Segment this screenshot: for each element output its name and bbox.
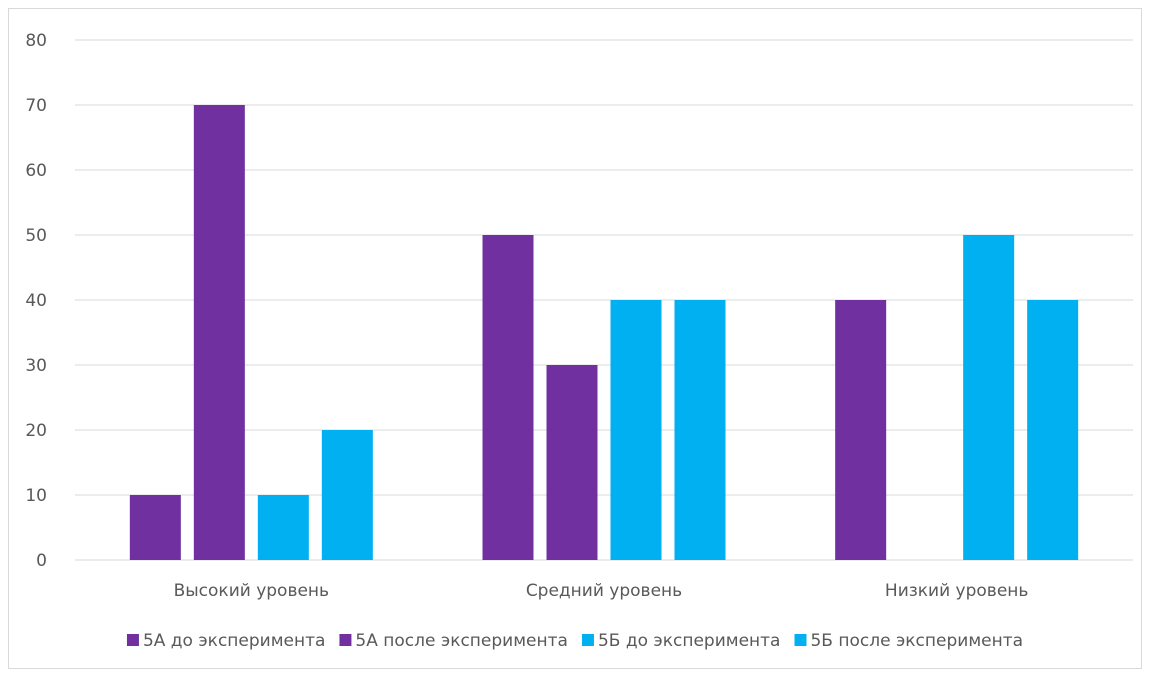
bar-2-category-1 (193, 105, 245, 560)
y-tick-label: 10 (25, 486, 47, 506)
bar-2-category-2 (546, 365, 598, 560)
x-category-label: Низкий уровень (885, 581, 1029, 601)
legend-item: 5А после эксперимента (339, 631, 568, 651)
legend-swatch (581, 634, 594, 646)
legend-item: 5Б после эксперимента (794, 631, 1023, 651)
x-category-label: Средний уровень (526, 581, 682, 601)
x-category-label: Высокий уровень (174, 581, 329, 601)
bars (129, 105, 1079, 560)
bar-1-category-3 (835, 300, 887, 560)
legend-item: 5А до эксперимента (126, 631, 325, 651)
bar-1-category-1 (129, 495, 181, 560)
legend-swatch (339, 634, 352, 646)
legend-swatch (794, 634, 807, 646)
legend: 5А до эксперимента 5А после эксперимента 5… (126, 631, 1023, 651)
y-tick-label: 70 (25, 96, 47, 116)
bar-3-category-3 (963, 235, 1015, 560)
y-tick-label: 20 (25, 421, 47, 441)
bar-4-category-3 (1027, 300, 1079, 560)
legend-label: 5Б до эксперимента (598, 631, 781, 651)
y-axis-tick-labels: 0 10 20 30 40 50 60 70 80 (25, 31, 47, 571)
y-tick-label: 60 (25, 161, 47, 181)
bar-1-category-2 (482, 235, 534, 560)
legend-label: 5А до эксперимента (143, 631, 325, 651)
legend-label: 5А после эксперимента (355, 631, 568, 651)
x-axis-category-labels: Высокий уровень Средний уровень Низкий уро… (174, 581, 1029, 601)
y-tick-label: 0 (36, 551, 47, 571)
legend-label: 5Б после эксперимента (810, 631, 1023, 651)
y-tick-label: 50 (25, 226, 47, 246)
legend-item: 5Б до эксперимента (581, 631, 781, 651)
legend-swatch (126, 634, 139, 646)
y-tick-label: 30 (25, 356, 47, 376)
gridlines (75, 39, 1133, 561)
y-tick-label: 40 (25, 291, 47, 311)
bar-4-category-1 (321, 430, 373, 560)
bar-3-category-1 (257, 495, 309, 560)
y-tick-label: 80 (25, 31, 47, 51)
bar-4-category-2 (674, 300, 726, 560)
bar-3-category-2 (610, 300, 662, 560)
